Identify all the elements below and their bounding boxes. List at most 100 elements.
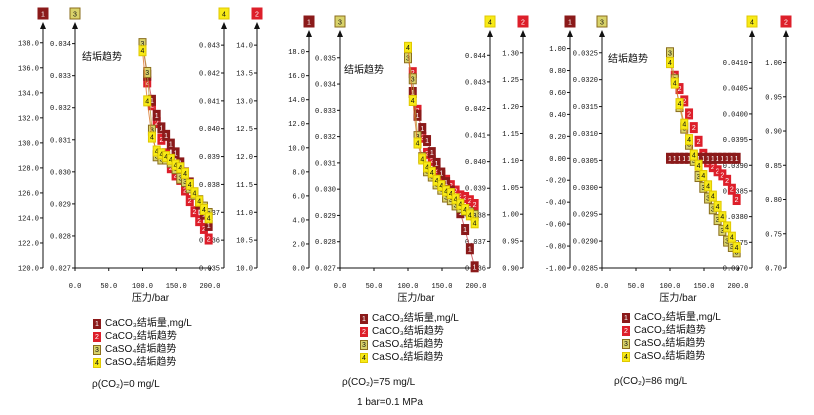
legend-item: 3 CaSO₄结垢趋势	[622, 337, 721, 350]
y-tick-label: 0.90	[502, 266, 519, 274]
point-marker-label: 4	[141, 48, 145, 55]
data-point: 4	[699, 170, 708, 182]
y-tick-label: 0.028	[50, 233, 71, 241]
data-point: 4	[147, 131, 156, 143]
point-marker-label: 2	[463, 195, 467, 202]
y-tick-label: 0.0285	[573, 266, 598, 274]
point-marker-label: 1	[416, 113, 420, 120]
co2-condition-label: ρ(CO₂)=0 mg/L	[92, 379, 160, 390]
y-tick-label: 0.042	[199, 71, 220, 79]
point-marker	[138, 45, 147, 57]
y-tick-label: 13.0	[236, 98, 253, 106]
data-point: 4	[732, 241, 741, 253]
axis-1-arrow	[306, 30, 312, 37]
chart-panel-1: 1120.0122.0124.0126.0128.0130.0132.0134.…	[18, 7, 263, 304]
point-marker	[685, 134, 694, 146]
data-point: 2	[685, 108, 694, 120]
legend-label: CaSO₄结垢趋势	[105, 357, 177, 368]
point-marker-label: 2	[473, 202, 477, 209]
y-tick-label: 0.029	[50, 201, 71, 209]
y-tick-label: 124.0	[18, 215, 39, 223]
x-tick-label: 50.0	[100, 283, 117, 291]
axis-3-header-label: 3	[600, 20, 604, 27]
y-tick-label: 0.030	[50, 169, 71, 177]
point-marker-label: 1	[159, 125, 163, 132]
data-point: 1	[166, 138, 175, 150]
point-marker	[699, 170, 708, 182]
axis-3: 3 0.0285 0.0290 0.0295 0.0300 0.0305 0.0310 0.0…	[573, 15, 608, 274]
y-tick-label: 1.10	[502, 158, 519, 166]
point-marker-label: 4	[430, 170, 434, 177]
legend-label: CaSO₄结垢趋势	[372, 352, 444, 363]
point-marker-label: 1	[701, 156, 705, 163]
point-marker-label: 1	[207, 223, 211, 230]
point-marker-label: 2	[202, 226, 206, 233]
data-point: 4	[404, 41, 412, 53]
point-marker-label: 1	[682, 156, 686, 163]
data-point: 4	[675, 98, 684, 110]
point-marker-label: 1	[720, 156, 724, 163]
point-marker-label: 1	[444, 180, 448, 187]
data-point: 4	[723, 221, 732, 233]
x-tick-label: 50.0	[366, 283, 383, 291]
point-marker	[689, 149, 698, 161]
point-marker	[470, 261, 479, 273]
point-marker-label: 1	[458, 210, 462, 217]
point-marker	[408, 94, 417, 106]
legend-swatch: 4	[622, 351, 630, 362]
y-tick-label: 6.0	[292, 193, 305, 201]
data-point: 1	[171, 147, 180, 159]
point-marker-label: 4	[711, 194, 715, 201]
point-marker	[423, 135, 432, 147]
point-marker	[708, 190, 717, 202]
point-marker	[427, 147, 436, 159]
point-marker-label: 3	[687, 142, 691, 149]
point-marker-label: 4	[730, 235, 734, 242]
point-marker	[143, 95, 152, 107]
point-marker	[404, 41, 412, 53]
point-marker-label: 4	[420, 156, 424, 163]
data-point: 4	[418, 153, 427, 165]
axis-3-header-marker	[69, 7, 81, 20]
trend-label: 结垢趋势	[82, 50, 122, 63]
axis-4-header-label: 4	[222, 12, 226, 19]
point-marker-label: 1	[687, 156, 691, 163]
legend-label: CaCO₃结垢趋势	[105, 331, 177, 342]
point-marker-label: 2	[692, 125, 696, 132]
axis-1-header-label: 1	[568, 20, 572, 27]
x-axis-title: 压力/bar	[659, 291, 697, 304]
legend-label: CaCO₃结垢趋势	[634, 325, 706, 336]
legend-swatch: 4	[360, 352, 368, 363]
data-point: 4	[176, 162, 185, 174]
axis-1: 10.02.04.06.08.010.012.014.016.018.0	[288, 15, 315, 274]
chart-panel-3: 1 -1.00 -0.80 -0.60 -0.40 -0.20 0.00 0.20 0.40 0.…	[545, 15, 792, 304]
point-marker	[408, 73, 417, 85]
point-marker-label: 4	[449, 191, 453, 198]
point-marker	[694, 135, 703, 147]
point-marker	[732, 194, 741, 206]
point-marker-label: 4	[682, 122, 686, 129]
data-point: 4	[470, 217, 479, 229]
y-tick-label: 0.40	[549, 112, 566, 120]
point-marker-label: 4	[439, 183, 443, 190]
y-tick-label: 18.0	[288, 49, 305, 57]
point-marker-label: 3	[692, 158, 696, 165]
legend-label: CaSO₄结垢趋势	[105, 344, 177, 355]
point-marker-label: 4	[145, 98, 149, 105]
point-marker-label: 1	[164, 133, 168, 140]
point-marker-label: 1	[439, 171, 443, 178]
data-point: 1	[432, 157, 441, 169]
y-tick-label: 4.0	[292, 217, 305, 225]
point-marker-label: 3	[720, 228, 724, 235]
point-marker-label: 1	[735, 156, 739, 163]
point-marker-label: 2	[678, 86, 682, 93]
point-marker	[680, 118, 689, 130]
x-tick-label: 0.0	[334, 283, 347, 291]
point-marker-label: 2	[193, 209, 197, 216]
point-marker-label: 4	[720, 214, 724, 221]
data-point: 4	[718, 211, 727, 223]
y-tick-label: 14.0	[288, 97, 305, 105]
axis-2-header-marker	[780, 15, 792, 28]
point-marker-label: 4	[207, 215, 211, 222]
legend-swatch: 2	[360, 326, 368, 337]
